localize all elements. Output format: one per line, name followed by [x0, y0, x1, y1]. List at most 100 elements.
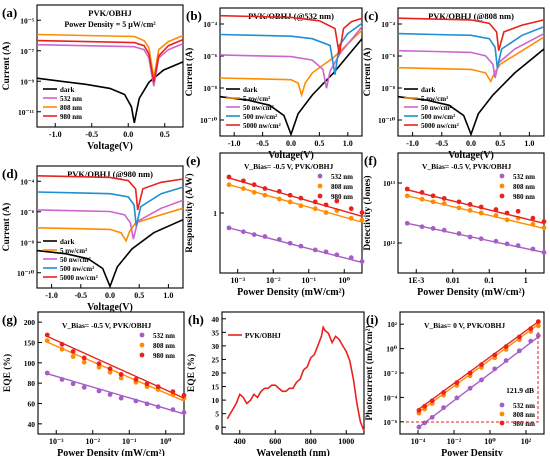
series-line: [36, 33, 184, 79]
data-point: [503, 358, 509, 363]
x-axis-label: Power Density (mW/cm²): [417, 287, 525, 298]
legend-label: 50 nw/cm²: [243, 104, 274, 112]
legend-label: 532 nm: [513, 402, 535, 410]
data-point: [467, 234, 473, 240]
x-axis-label: Wavelength (nm): [256, 448, 330, 456]
legend-label: 980 nm: [513, 193, 535, 201]
data-point: [530, 215, 536, 221]
data-point: [478, 204, 484, 210]
x-tick-label: 400: [234, 437, 246, 446]
legend-marker: [139, 342, 145, 348]
chart-title: PVK/OBHJ: [88, 8, 132, 18]
panel-6: (g) V_Bias= -0.5 V, PVK/OBHJ Power Density…: [2, 311, 187, 456]
data-point: [276, 196, 282, 202]
series-line: [36, 186, 184, 227]
data-point: [359, 210, 365, 215]
series-line: [219, 14, 363, 55]
data-point: [118, 375, 124, 381]
plot-frame: [397, 152, 545, 274]
x-tick-label: 10⁻³: [49, 437, 64, 446]
legend-marker: [499, 411, 505, 417]
data-point: [441, 196, 447, 201]
y-tick-label: 35: [212, 328, 220, 337]
data-point: [441, 405, 446, 411]
data-point: [419, 190, 425, 195]
y-tick-label: 10⁻⁸: [20, 238, 34, 247]
x-tick-label: -0.5: [85, 130, 98, 139]
data-point: [493, 207, 499, 212]
panel-8: (i) V_Bias= 0 V, PVK/OBHJ Power Density Pho…: [364, 311, 545, 456]
fit-line: [46, 341, 185, 402]
data-point: [535, 323, 541, 329]
y-tick-label: 10⁻⁹: [20, 77, 34, 86]
legend-label: 532 nm: [513, 173, 535, 181]
fit-line: [47, 373, 185, 415]
data-point: [429, 414, 435, 420]
data-point: [70, 354, 76, 359]
data-point: [44, 332, 50, 338]
data-point: [516, 334, 522, 340]
legend-label: 5000 nw/cm²: [421, 122, 459, 130]
data-point: [44, 338, 50, 344]
panel-label: (b): [186, 8, 202, 23]
x-tick-label: 1.0: [163, 291, 173, 300]
data-point: [181, 410, 187, 415]
series-line: [36, 218, 184, 289]
x-tick-label: 0.1: [484, 276, 494, 285]
legend-label: 808 nm: [331, 183, 353, 191]
data-point: [416, 408, 422, 413]
y-axis-label: Current (A): [362, 48, 373, 97]
y-tick-label: 10⁻⁴: [203, 20, 217, 29]
x-tick-label: 10²: [521, 437, 532, 446]
data-point: [226, 225, 232, 231]
x-axis-label: Voltage(V): [87, 141, 133, 152]
data-point: [44, 370, 50, 376]
legend-label: 5 nw/cm²: [243, 95, 270, 103]
legend-label: 980 nm: [153, 352, 175, 360]
data-point: [492, 366, 498, 372]
y-tick-label: 10²: [387, 320, 398, 329]
x-tick-label: -1.0: [228, 139, 241, 148]
y-axis-label: EQE (%): [2, 354, 13, 392]
data-point: [359, 217, 365, 223]
x-tick-label: -1.0: [406, 139, 419, 148]
annotation: V_Bias= -0.5 V, PVK/OBHJ: [244, 162, 333, 171]
series-line: [397, 36, 545, 84]
y-axis-label: Current (A): [1, 42, 12, 91]
data-point: [535, 333, 541, 338]
data-point: [251, 232, 257, 238]
y-tick-label: 10⁻¹⁰: [378, 116, 396, 125]
data-point: [456, 231, 462, 236]
data-point: [530, 221, 536, 227]
dynamic-range-bracket: [406, 332, 539, 423]
data-point: [430, 199, 436, 205]
plot-frame: [397, 7, 545, 137]
panel-label: (d): [2, 166, 18, 181]
series-line: [36, 38, 184, 83]
data-point: [456, 205, 462, 211]
legend-label: 5000 nw/cm²: [243, 122, 281, 130]
y-tick-label: 10⁻⁴: [20, 177, 34, 186]
y-axis-label: EQE (%): [186, 354, 197, 392]
legend-label: 500 nw/cm²: [60, 265, 94, 273]
data-point: [454, 395, 460, 401]
data-point: [404, 220, 410, 226]
fit-line: [407, 222, 545, 254]
annotation: V_Bias= 0 V, PVK/OBHJ: [424, 321, 505, 330]
legend-marker: [499, 193, 505, 199]
x-tick-label: 10⁰: [484, 437, 496, 446]
data-point: [454, 380, 460, 386]
x-tick-label: 800: [305, 437, 317, 446]
data-point: [541, 250, 547, 255]
y-tick-label: 25: [212, 355, 220, 364]
annotation: V_Bias= -0.5 V, PVK/OBHJ: [422, 162, 511, 171]
chart-title: PVK/OBHJ (@808 nm): [428, 11, 514, 21]
y-tick-label: 40: [212, 315, 220, 324]
legend-label: 980 nm: [331, 193, 353, 201]
series-line: [36, 199, 184, 240]
legend-marker: [499, 402, 505, 408]
plot-frame: [36, 4, 184, 128]
y-tick-label: 10¹³: [383, 179, 396, 188]
data-point: [404, 193, 410, 199]
data-point: [181, 392, 187, 398]
